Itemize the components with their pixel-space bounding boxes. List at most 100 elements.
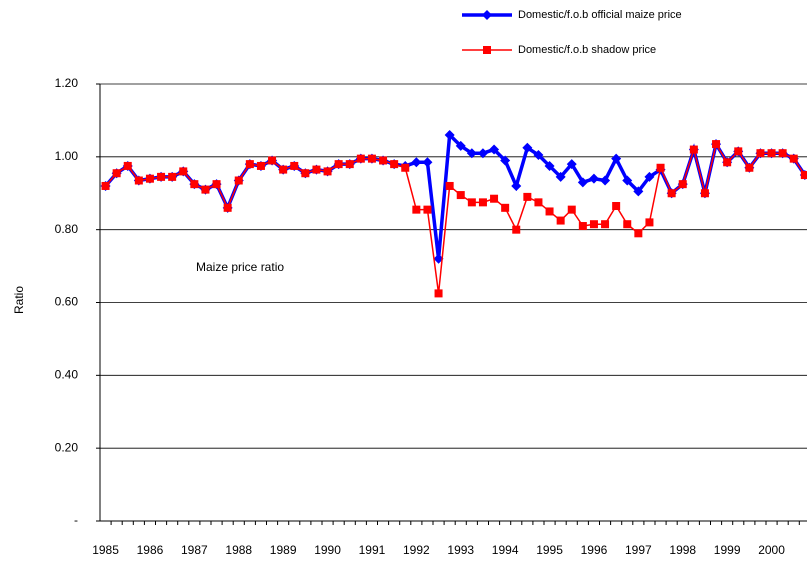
point: [482, 10, 492, 20]
point: [223, 203, 232, 212]
point: [723, 158, 732, 167]
point: [745, 163, 754, 172]
x-tick-label: 1999: [714, 543, 741, 557]
x-tick-label: 1989: [270, 543, 297, 557]
point: [611, 153, 622, 164]
annotation: Maize price ratio: [196, 260, 284, 274]
point: [534, 198, 543, 207]
point: [323, 167, 332, 176]
y-tick-label: 0.40: [55, 368, 79, 382]
point: [245, 160, 254, 169]
x-tick-label: 1996: [581, 543, 608, 557]
point: [501, 203, 510, 212]
y-axis-label: Ratio: [12, 286, 26, 314]
point: [234, 176, 243, 185]
point: [644, 171, 655, 182]
point: [500, 155, 511, 166]
point: [712, 140, 721, 149]
x-tick-label: 1990: [314, 543, 341, 557]
point: [589, 220, 598, 229]
point: [556, 216, 565, 225]
point: [422, 157, 433, 168]
point: [734, 147, 743, 156]
point: [483, 46, 491, 54]
point: [522, 142, 533, 153]
legend-label: Domestic/f.o.b shadow price: [518, 44, 656, 56]
point: [600, 175, 611, 186]
point: [689, 145, 698, 154]
x-tick-label: 1991: [359, 543, 386, 557]
y-tick-label: 1.00: [55, 149, 79, 163]
point: [645, 218, 654, 227]
x-tick-label: 1988: [225, 543, 252, 557]
point: [467, 198, 476, 207]
point: [588, 173, 599, 184]
point: [290, 161, 299, 170]
point: [367, 154, 376, 163]
point: [157, 172, 166, 181]
y-tick-label: 0.60: [55, 295, 79, 309]
x-tick-label: 1992: [403, 543, 430, 557]
point: [168, 172, 177, 181]
point: [101, 181, 110, 190]
x-tick-label: 1985: [92, 543, 119, 557]
x-tick-label: 1997: [625, 543, 652, 557]
point: [301, 169, 310, 178]
point: [622, 175, 633, 186]
point: [123, 161, 132, 170]
x-tick-label: 1995: [536, 543, 563, 557]
series-line: [104, 142, 806, 294]
y-tick-label: 0.80: [55, 222, 79, 236]
point: [544, 160, 555, 171]
point: [145, 174, 154, 183]
point: [434, 289, 443, 298]
y-tick-label: 1.20: [55, 76, 79, 90]
x-tick-label: 1986: [137, 543, 164, 557]
point: [511, 180, 522, 191]
point: [456, 191, 465, 200]
point: [256, 161, 265, 170]
point: [633, 186, 644, 197]
point: [778, 149, 787, 158]
x-tick-label: 1994: [492, 543, 519, 557]
y-tick-label: -: [74, 513, 78, 527]
point: [401, 163, 410, 172]
point: [555, 171, 566, 182]
point: [477, 148, 488, 159]
x-tick-label: 1987: [181, 543, 208, 557]
point: [577, 177, 588, 188]
point: [345, 160, 354, 169]
point: [134, 176, 143, 185]
point: [623, 220, 632, 229]
point: [789, 154, 798, 163]
point: [800, 171, 807, 180]
point: [201, 185, 210, 194]
point: [490, 194, 499, 203]
point: [411, 157, 422, 168]
point: [700, 189, 709, 198]
point: [578, 222, 587, 231]
x-tick-label: 1993: [447, 543, 474, 557]
point: [279, 165, 288, 174]
point: [478, 198, 487, 207]
point: [612, 201, 621, 210]
point: [212, 180, 221, 189]
point: [334, 160, 343, 169]
point: [466, 148, 477, 159]
x-tick-label: 1998: [669, 543, 696, 557]
point: [112, 169, 121, 178]
point: [423, 205, 432, 214]
point: [756, 149, 765, 158]
point: [667, 189, 676, 198]
point: [545, 207, 554, 216]
point: [190, 180, 199, 189]
point: [489, 144, 500, 155]
point: [567, 205, 576, 214]
point: [179, 167, 188, 176]
point: [356, 154, 365, 163]
point: [601, 220, 610, 229]
point: [445, 181, 454, 190]
point: [767, 149, 776, 158]
point: [412, 205, 421, 214]
